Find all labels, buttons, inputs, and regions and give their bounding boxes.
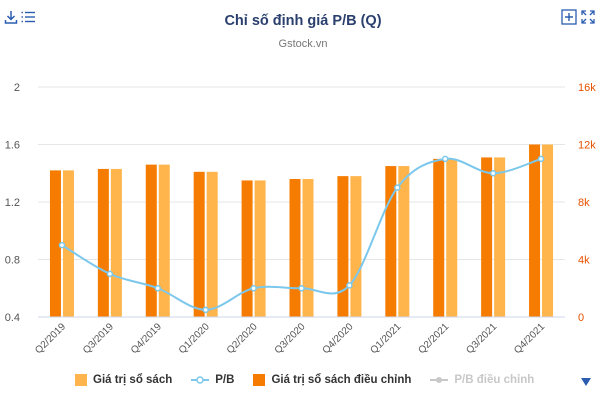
legend-swatch-adjusted-book-value — [253, 374, 266, 386]
pb-point — [106, 270, 114, 278]
menu-icon[interactable] — [20, 9, 36, 25]
x-tick-label: Q3/2019 — [81, 321, 116, 356]
bar-adjusted-book-value — [385, 166, 397, 317]
bar-adjusted-book-value — [529, 144, 541, 317]
x-tick-label: Q4/2021 — [512, 321, 547, 356]
bar-book-value — [494, 157, 506, 317]
bar-book-value — [446, 158, 458, 317]
y-right-tick-label: 8k — [578, 197, 590, 209]
bar-book-value — [206, 171, 218, 317]
legend-nav-down-icon[interactable] — [580, 374, 592, 392]
toolbar-right — [561, 9, 596, 25]
fullscreen-icon[interactable] — [580, 9, 596, 25]
y-right-tick-label: 4k — [578, 255, 590, 267]
legend-swatch-pb-adjusted — [430, 377, 449, 383]
legend-swatch-pb — [191, 376, 210, 384]
x-tick-label: Q2/2020 — [225, 321, 260, 356]
legend-item-book-value[interactable]: Giá trị sổ sách — [75, 374, 172, 386]
legend-item-pb[interactable]: P/B — [191, 374, 234, 386]
bar-adjusted-book-value — [97, 168, 109, 317]
bar-book-value — [350, 176, 362, 317]
bar-adjusted-book-value — [289, 179, 301, 317]
bar-adjusted-book-value — [145, 164, 157, 317]
legend-label-book-value: Giá trị sổ sách — [93, 374, 173, 386]
x-tick-label: Q4/2019 — [129, 321, 164, 356]
pb-point — [489, 170, 497, 177]
pb-point — [537, 155, 545, 163]
pb-point — [202, 306, 209, 314]
bar-book-value — [398, 166, 410, 317]
x-tick-label: Q1/2020 — [177, 321, 212, 356]
x-tick-label: Q3/2021 — [464, 321, 499, 356]
bar-adjusted-book-value — [337, 176, 349, 317]
legend: Giá trị sổ sách P/B Giá trị sổ sách điều… — [75, 374, 553, 386]
download-icon[interactable] — [3, 9, 19, 25]
x-tick-label: Q4/2020 — [321, 321, 356, 356]
pb-point — [394, 184, 401, 191]
pb-point — [346, 282, 353, 289]
y-right-tick-label: 0 — [578, 312, 584, 324]
zoom-in-icon[interactable] — [561, 9, 577, 25]
legend-label-pb: P/B — [215, 374, 235, 386]
legend-label-pb-adjusted: P/B điều chỉnh — [454, 374, 535, 386]
bar-book-value — [542, 144, 554, 317]
x-tick-label: Q1/2021 — [369, 321, 404, 356]
bar-book-value — [110, 168, 122, 317]
bar-adjusted-book-value — [433, 158, 445, 317]
y-left-tick-label: 1.6 — [5, 140, 20, 152]
bar-adjusted-book-value — [241, 180, 253, 317]
legend-label-adjusted-book-value: Giá trị sổ sách điều chỉnh — [271, 374, 412, 386]
bar-adjusted-book-value — [193, 171, 205, 317]
bar-adjusted-book-value — [481, 157, 493, 317]
y-right-tick-label: 16k — [578, 82, 596, 94]
bar-book-value — [254, 180, 266, 317]
toolbar-left — [3, 9, 36, 25]
x-tick-label: Q3/2020 — [273, 321, 308, 356]
x-tick-label: Q2/2019 — [33, 321, 68, 356]
bar-book-value — [158, 164, 170, 317]
y-left-tick-label: 0.4 — [5, 312, 20, 324]
legend-swatch-book-value — [75, 374, 87, 386]
legend-item-adjusted-book-value[interactable]: Giá trị sổ sách điều chỉnh — [253, 374, 411, 386]
chart-title: Chỉ số định giá P/B (Q) — [224, 13, 382, 29]
y-left-tick-label: 2 — [14, 82, 20, 94]
chart-subtitle: Gstock.vn — [278, 38, 328, 50]
pb-point — [441, 155, 449, 163]
legend-item-pb-adjusted[interactable]: P/B điều chỉnh — [430, 374, 534, 386]
y-left-tick-label: 0.8 — [5, 255, 20, 267]
pb-point — [58, 241, 66, 249]
bar-book-value — [62, 170, 74, 317]
pb-point — [250, 285, 257, 292]
bar-adjusted-book-value — [49, 170, 61, 317]
y-left-tick-label: 1.2 — [5, 197, 20, 209]
y-right-tick-label: 12k — [578, 140, 596, 152]
x-tick-label: Q2/2021 — [416, 321, 451, 356]
pb-point — [154, 285, 162, 292]
bar-book-value — [302, 179, 314, 317]
pb-point — [298, 285, 305, 292]
